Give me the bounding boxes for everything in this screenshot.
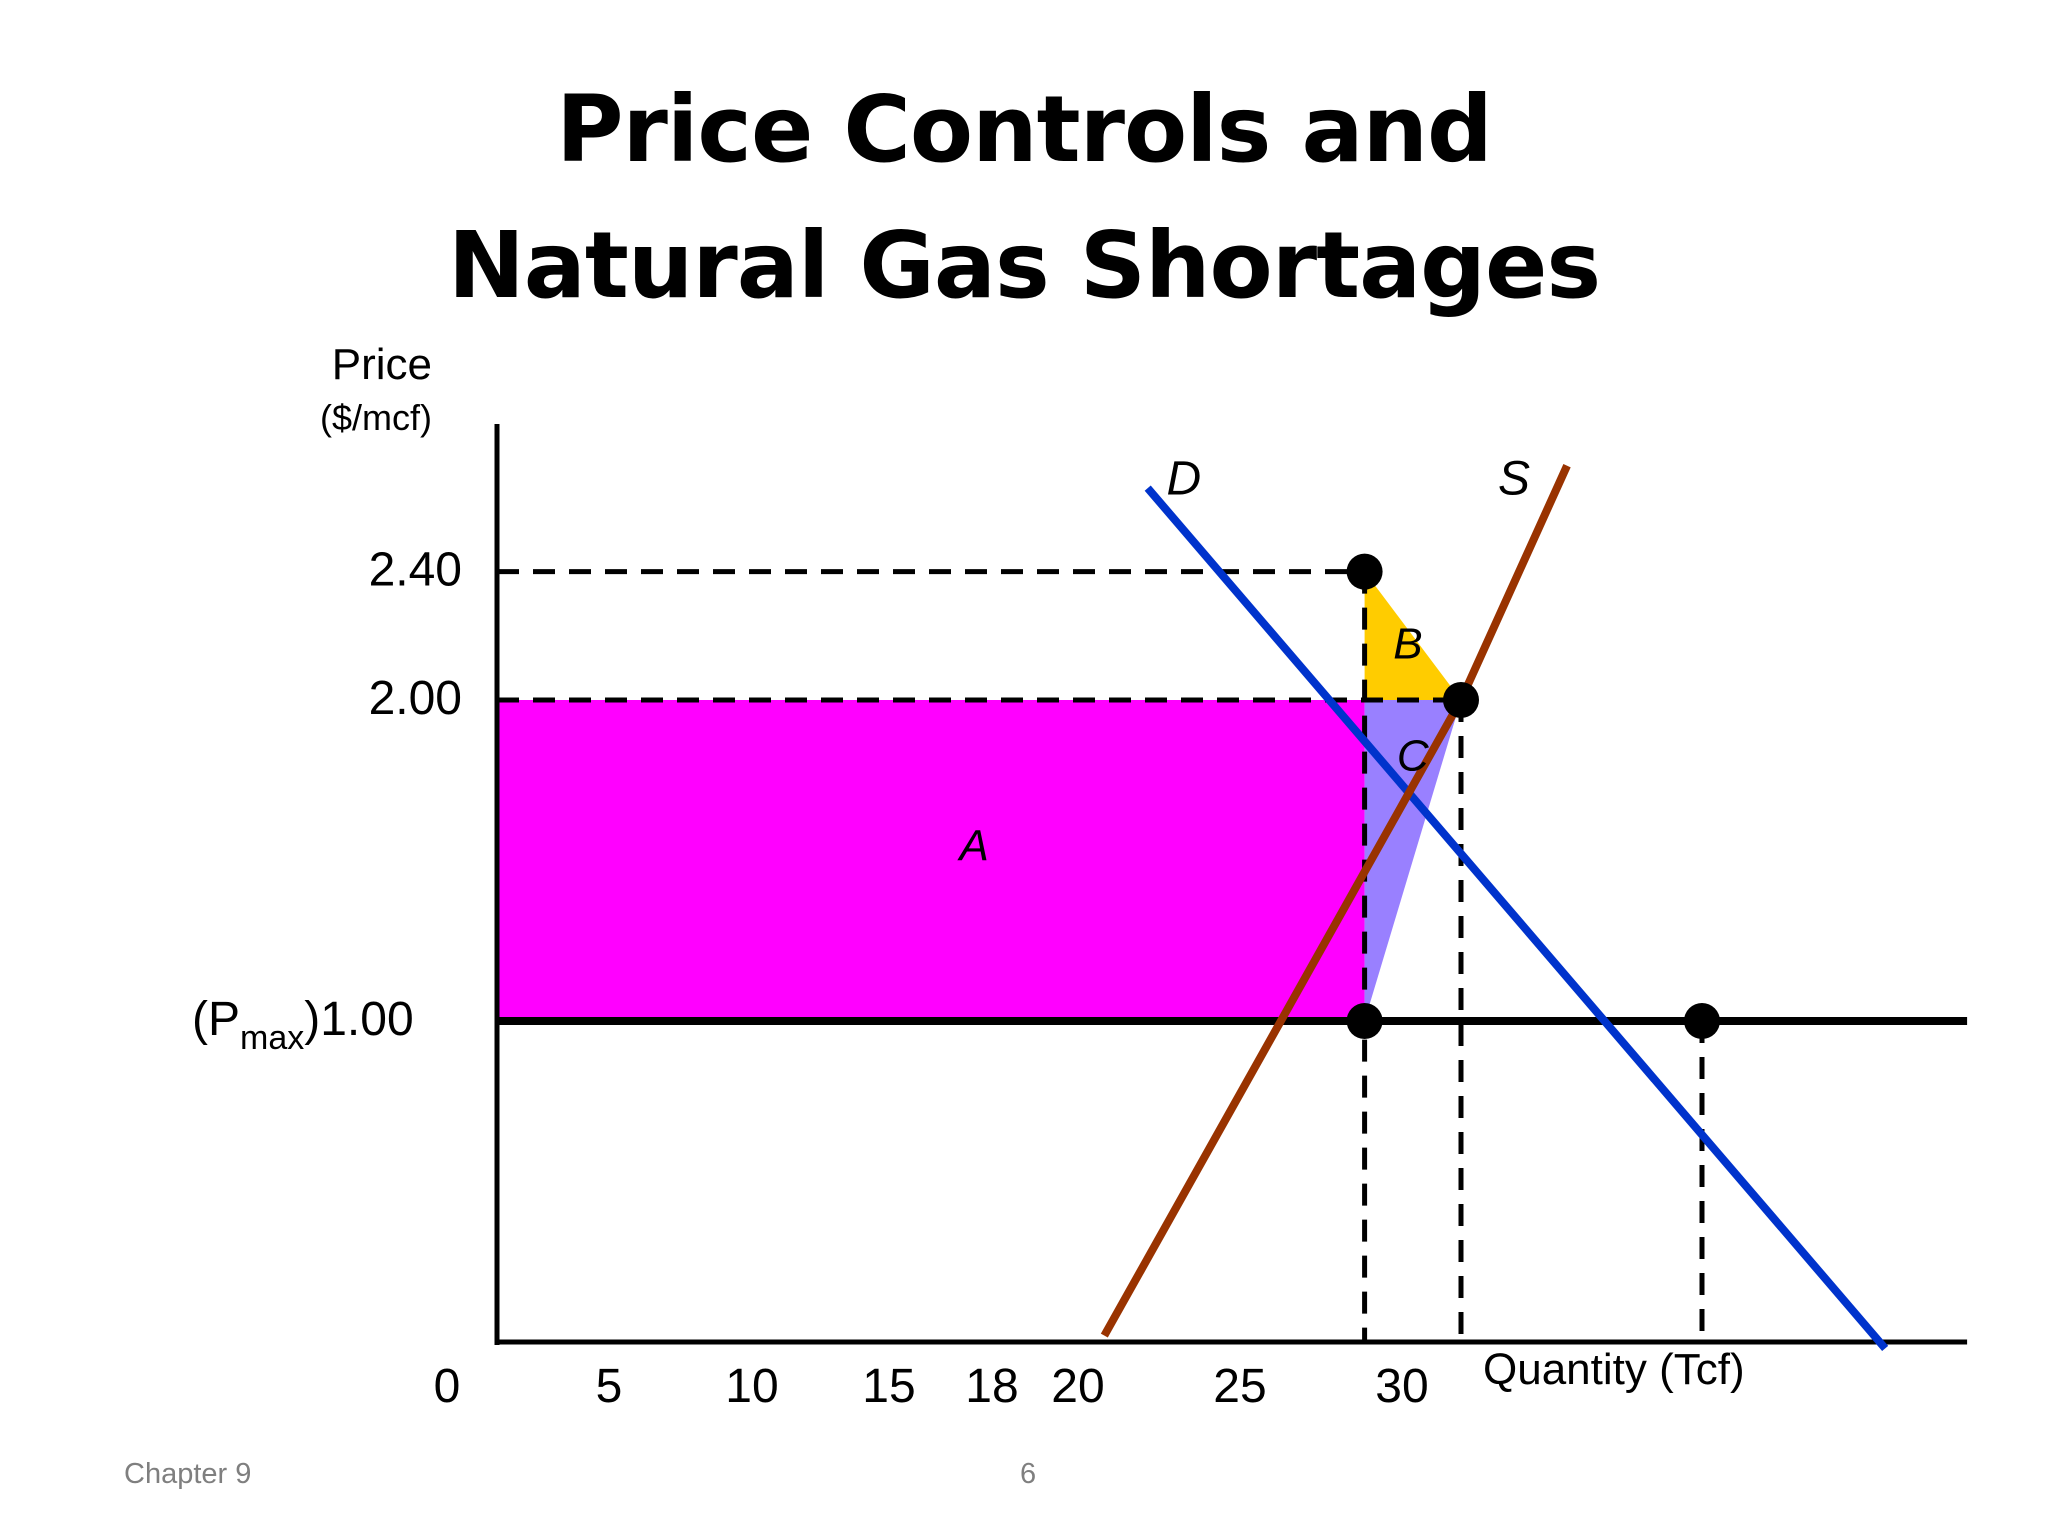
x-axis-title: Quantity (Tcf) (1483, 1345, 1745, 1394)
x-tick-label: 18 (965, 1360, 1018, 1413)
area-label-a: A (957, 822, 989, 871)
x-tick-label: 10 (725, 1360, 778, 1413)
y-axis-unit: ($/mcf) (320, 397, 432, 438)
data-point (1684, 1003, 1720, 1039)
y-tick-label: 2.00 (369, 672, 462, 725)
supply-curve-label: S (1498, 453, 1530, 506)
slide-title: Price Controls and Natural Gas Shortages (0, 62, 2048, 334)
x-tick-label: 5 (596, 1360, 623, 1413)
data-point (1346, 1003, 1383, 1039)
area-a (497, 700, 1365, 1021)
area-b (1364, 571, 1461, 700)
title-line-1: Price Controls and (556, 76, 1493, 183)
pmax-label: (Pmax)1.00 (192, 993, 414, 1057)
origin-label: 0 (434, 1360, 461, 1413)
x-tick-label: 15 (862, 1360, 915, 1413)
footer-page-number: 6 (1020, 1458, 1037, 1490)
data-point (1346, 553, 1383, 590)
title-line-2: Natural Gas Shortages (447, 212, 1601, 319)
data-point (1443, 682, 1479, 718)
area-label-b: B (1393, 619, 1422, 668)
x-tick-label: 25 (1213, 1360, 1266, 1413)
y-axis-title: Price (332, 340, 432, 389)
demand-curve-label: D (1167, 453, 1202, 506)
x-tick-label: 30 (1375, 1360, 1428, 1413)
area-label-c: C (1397, 732, 1430, 781)
y-tick-label: 2.40 (369, 544, 462, 597)
demand-curve (1144, 485, 1889, 1352)
footer-chapter: Chapter 9 (124, 1458, 252, 1490)
area-c (1364, 700, 1461, 1021)
x-tick-label: 20 (1051, 1360, 1104, 1413)
